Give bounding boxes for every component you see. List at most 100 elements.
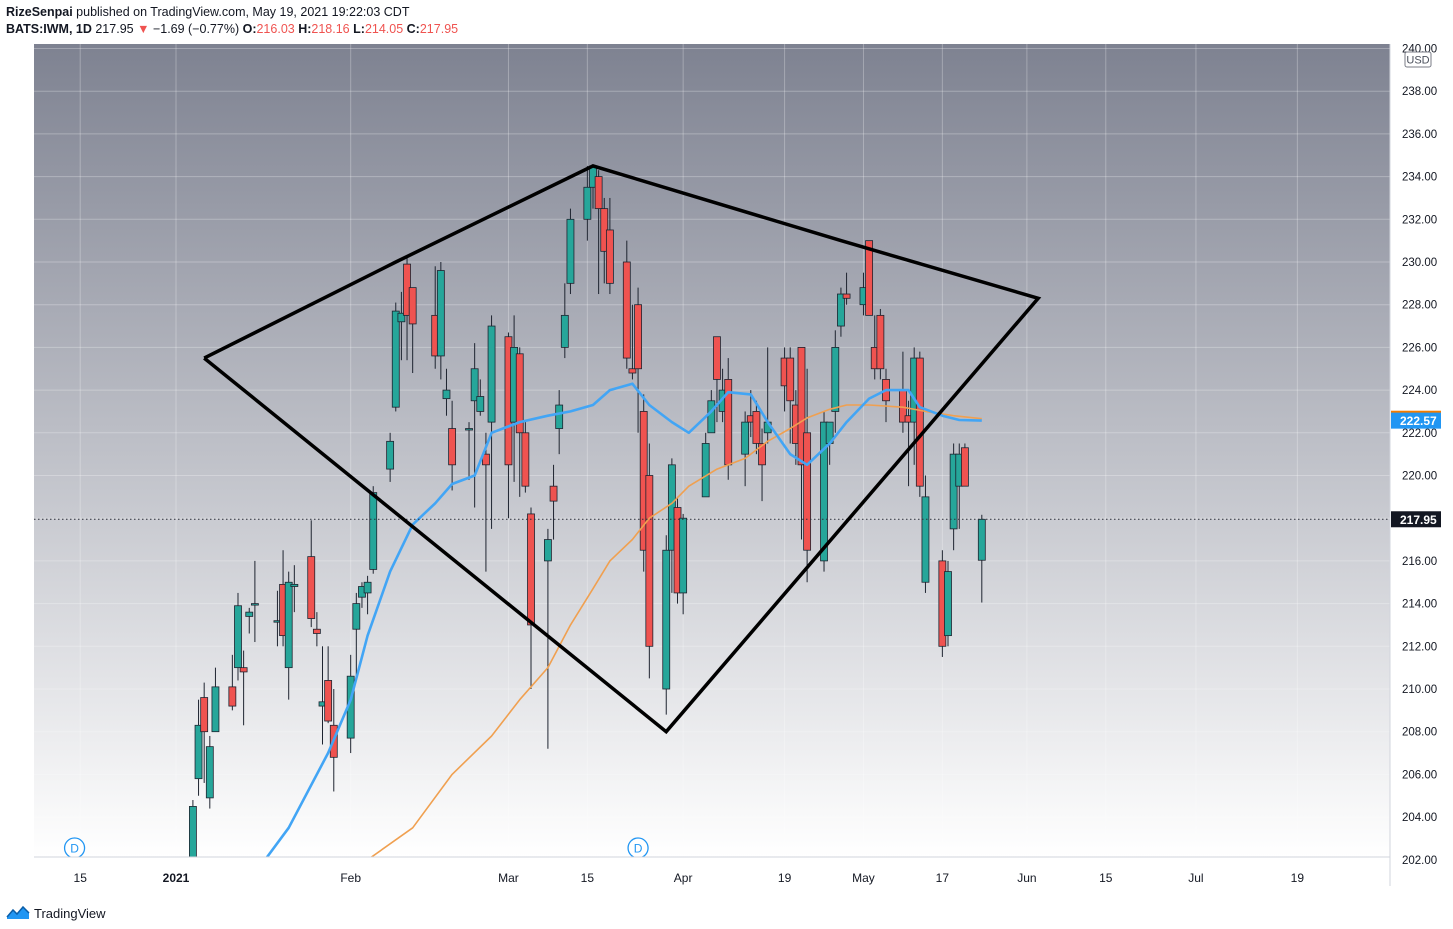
candle-down [797,346,806,466]
candle-up [662,549,671,690]
candle-down [842,293,851,299]
candle-up [189,806,197,857]
candle-down [634,304,642,370]
moving-averages [265,382,982,857]
time-tick-label: Jun [1017,871,1036,885]
dividend-marker [627,837,649,857]
candle-up [741,421,750,455]
candle-up [544,539,552,562]
candle-up [465,428,473,431]
time-tick-label: 2021 [163,871,190,885]
candle-down [448,428,457,466]
candle-up [391,310,400,408]
candle-up [566,218,575,284]
candle-up [837,293,845,327]
candle-down [594,176,603,210]
time-tick-label: 17 [936,871,950,885]
candle-down [713,336,721,380]
candle-up [245,611,254,617]
close-value: 217.95 [419,22,459,36]
candle-up [397,312,406,323]
candle-up [386,440,395,470]
candle-down [549,485,558,502]
price-tick-label: 210.00 [1402,684,1437,696]
tradingview-branding[interactable]: TradingView [6,905,106,921]
candle-down [527,513,535,626]
diamond-trendlines [203,164,1042,735]
time-tick-label: 15 [1099,871,1113,885]
moving-average-fast [265,382,982,857]
open-value: 216.03 [256,22,295,36]
candle-up [436,270,445,357]
candle-up [284,581,293,669]
price-tick-label: 216.00 [1402,556,1437,568]
candle-down [622,261,631,359]
ma-fast-badge [1391,412,1441,429]
candle-up [831,346,840,412]
candle-down [786,357,795,402]
close-label: C: [406,22,420,36]
candle-down [803,432,812,551]
currency-label: USD [1406,55,1429,67]
candle-down [200,697,209,733]
author-name[interactable]: RizeSenpai [6,5,73,19]
candle-down [307,556,316,619]
high-value: 218.16 [311,22,350,36]
price-tick-label: 220.00 [1402,471,1437,483]
price-tick-label: 206.00 [1402,769,1437,781]
diamond-pattern-drawing[interactable] [203,164,1042,735]
price-tick-label: 208.00 [1402,727,1437,739]
chart-header: RizeSenpai published on TradingView.com,… [6,4,458,38]
symbol-label[interactable]: BATS:IWM, 1D [6,22,92,36]
open-label: O: [242,22,257,36]
time-tick-label: 15 [581,871,595,885]
candle-up [194,724,203,780]
low-label: L: [353,22,365,36]
candle-down [324,680,333,722]
candle-up [487,325,496,423]
brand-name: TradingView [34,905,106,921]
grid-lines [34,44,1390,857]
price-tick-label: 236.00 [1402,129,1437,141]
price-axis[interactable]: 202.00 204.00 206.00 208.00 210.00 212.00 214.… [1402,44,1437,867]
price-tick-label: 214.00 [1402,599,1437,611]
time-tick-label: May [852,871,875,885]
candle-down [915,357,924,487]
time-axis[interactable]: 15 2021 Feb Mar 15 Apr 19 May 17 Jun 15 Jul 19 [74,871,1305,885]
candle-up [250,603,259,606]
time-tick-label: Feb [340,871,361,885]
candle-up [944,571,952,637]
candlestick-series [189,165,986,857]
candle-up [234,605,242,669]
price-tick-label: 222.00 [1402,428,1437,440]
down-arrow-icon: ▼ [137,22,150,36]
price-tick-label: 226.00 [1402,342,1437,354]
candle-down [408,287,417,325]
candle-down [515,353,524,434]
price-tick-label: 204.00 [1402,812,1437,824]
candle-down [228,686,237,707]
time-tick-label: 19 [1291,871,1305,885]
candle-up [949,453,958,530]
price-change: −1.69 (−0.77%) [152,22,240,36]
price-tick-label: 212.00 [1402,641,1437,653]
candle-up [707,400,716,434]
candle-up [470,368,479,402]
candle-down [961,447,969,487]
candle-up [211,686,220,733]
time-tick-label: 15 [74,871,88,885]
price-tick-label: 224.00 [1402,385,1437,397]
high-label: H: [298,22,312,36]
low-value: 214.05 [364,22,404,36]
candle-down [876,314,885,370]
legend-line: BATS:IWM, 1D 217.95 ▼ −1.69 (−0.77%) O:2… [6,21,458,38]
plot-background [34,44,1390,857]
candle-up [369,492,378,570]
currency-box [1404,51,1432,68]
time-tick-label: Jul [1188,871,1203,885]
candle-up [679,517,688,594]
candle-down [312,628,321,634]
